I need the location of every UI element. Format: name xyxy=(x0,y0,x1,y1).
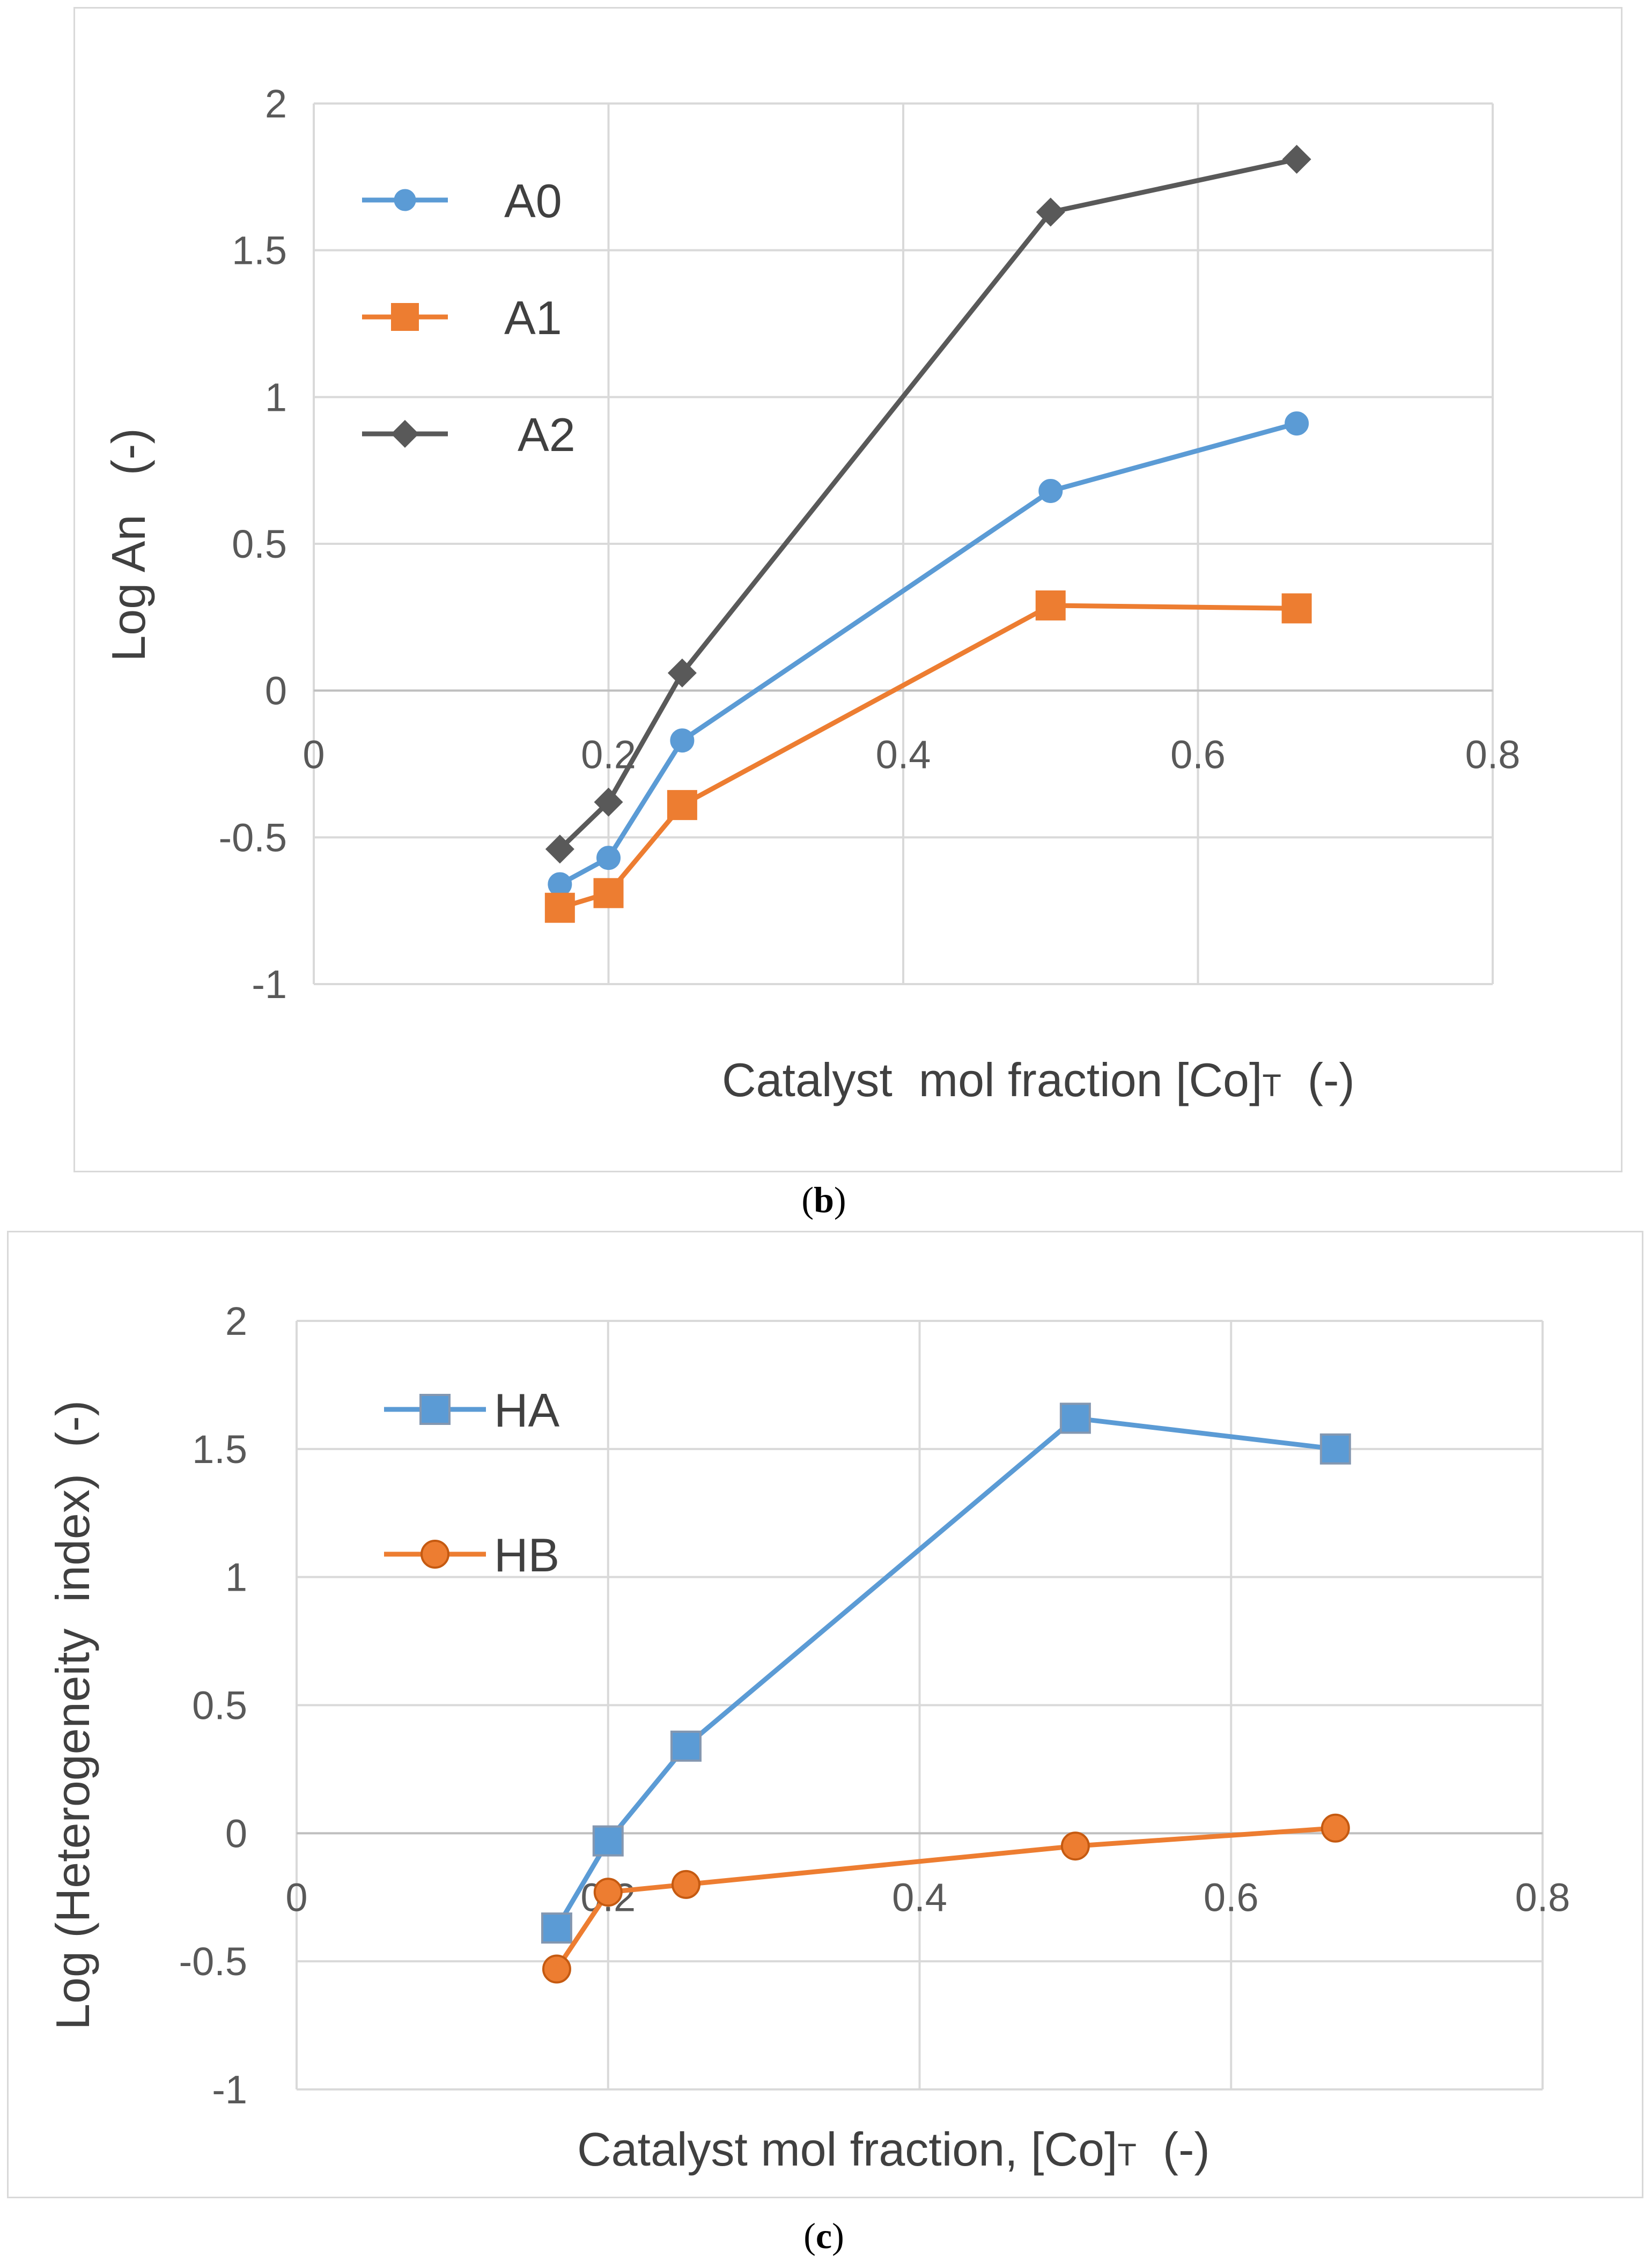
chart-b: -1-0.500.511.520 0.2 0.4 0.6 0.8A0A1A2Cataly… xyxy=(102,82,1521,1106)
chart-b-legend-marker-A2 xyxy=(391,420,419,448)
chart-c-x-tick-label: 0.8 xyxy=(1515,1875,1570,1919)
chart-c-point-HB xyxy=(542,1954,571,1984)
caption-b-close: ) xyxy=(834,1179,846,1220)
chart-b-legend-marker-A0 xyxy=(394,189,416,211)
caption-c-open: ( xyxy=(803,2215,816,2256)
chart-b-frame: -1 -0.5 0 0.5 1 1.5 2 0 0.2 0.4 0.6 0.8 A0 A1 A2 Cataly… xyxy=(73,7,1622,1172)
chart-c-point-HB xyxy=(593,1878,623,1907)
chart-b-point-A0 xyxy=(1038,478,1063,503)
chart-b-point-A1 xyxy=(1281,593,1312,624)
chart-c-series-HA xyxy=(541,1402,1351,1944)
chart-b-point-A1 xyxy=(667,790,697,821)
caption-c-close: ) xyxy=(832,2215,844,2256)
chart-c-legend: HA HB xyxy=(384,1384,560,1582)
chart-c-x-axis-title-main: Catalyst mol fraction, [Co] xyxy=(577,2123,1117,2176)
chart-b-series-A2 xyxy=(545,144,1311,864)
chart-c-x-tick-label: 0.6 xyxy=(1204,1875,1259,1919)
chart-c-y-tick-label: -0.5 xyxy=(179,1939,247,1984)
chart-b-y-tick-label: 2 xyxy=(265,82,287,126)
chart-c-line-HA xyxy=(555,1416,1336,1930)
chart-b-legend: A0 A1 A2 xyxy=(362,174,576,461)
chart-b-x-axis-title: Catalyst mol fraction [Co]T (-) xyxy=(722,1053,1355,1106)
chart-c-y-tick-label: 1.5 xyxy=(192,1427,247,1472)
chart-c-x-axis-title: Catalyst mol fraction, [Co]T (-) xyxy=(577,2123,1210,2176)
chart-b-y-tick-label: -0.5 xyxy=(218,815,287,860)
chart-b-y-tick-label: 0 xyxy=(265,669,287,713)
chart-b-point-A2 xyxy=(594,787,623,817)
chart-c-y-tick-label: 0 xyxy=(225,1811,247,1856)
chart-b-point-A0 xyxy=(596,846,621,870)
chart-c-point-HA xyxy=(670,1730,702,1762)
chart-b-point-A2 xyxy=(545,834,574,864)
chart-c-point-HA xyxy=(1059,1402,1091,1434)
chart-c-y-tick-label: 0.5 xyxy=(192,1683,247,1728)
chart-c-gridlines xyxy=(296,1320,1544,2090)
chart-b-x-axis-title-units: (-) xyxy=(1281,1053,1355,1106)
caption-b-open: ( xyxy=(801,1179,814,1220)
chart-b-point-A2 xyxy=(1036,197,1065,227)
chart-c-series-HB xyxy=(542,1813,1350,1984)
chart-c-legend-label-HA: HA xyxy=(494,1384,560,1437)
chart-c-frame: -1-0.500.511.5200.20.40.60.8HAHBCatalyst… xyxy=(7,1231,1643,2198)
chart-c-point-HA xyxy=(592,1825,624,1857)
chart-b-caption: (b) xyxy=(717,1179,931,1221)
chart-b-point-A0 xyxy=(1285,411,1309,436)
chart-b-y-tick-label: 1 xyxy=(265,375,287,419)
chart-b-legend-label-A0: A0 xyxy=(504,174,562,227)
chart-b-x-axis-title-main: Catalyst mol fraction [Co] xyxy=(722,1053,1262,1106)
chart-b-point-A2 xyxy=(1282,144,1311,174)
chart-c-point-HB xyxy=(671,1870,700,1899)
chart-c-y-tick-label: 2 xyxy=(225,1299,247,1343)
chart-b-series-A0 xyxy=(548,411,1309,897)
chart-b-x-tick-label: 0.4 xyxy=(876,733,931,777)
chart-b-point-A1 xyxy=(1035,590,1066,620)
chart-c-caption: (c) xyxy=(717,2215,931,2257)
chart-c-x-axis-title-sub: T xyxy=(1117,2138,1136,2173)
chart-c-x-tick-label: 0.4 xyxy=(892,1875,947,1919)
chart-b-y-tick-label: 1.5 xyxy=(232,228,287,273)
caption-c-letter: c xyxy=(815,2215,832,2256)
chart-b-x-tick-label: 0.8 xyxy=(1465,733,1521,777)
chart-b-x-tick-label: 0 xyxy=(303,733,324,777)
chart-b-y-tick-label: -1 xyxy=(252,962,287,1007)
chart-b-point-A2 xyxy=(667,658,697,688)
chart-b-point-A0 xyxy=(548,872,572,897)
chart-b-y-tick-label: 0.5 xyxy=(232,522,287,566)
chart-c-y-tick-label: 1 xyxy=(225,1555,247,1600)
chart-b-legend-label-A2: A2 xyxy=(518,408,576,461)
chart-b-legend-label-A1: A1 xyxy=(504,291,562,344)
chart-c-point-HB xyxy=(1321,1813,1350,1843)
chart-c-legend-label-HB: HB xyxy=(494,1528,559,1582)
caption-b-letter: b xyxy=(814,1179,834,1220)
chart-b-x-tick-label: 0.6 xyxy=(1170,733,1226,777)
chart-b-point-A1 xyxy=(544,892,575,923)
chart-b-series-A1 xyxy=(544,590,1312,923)
chart-c: -1-0.500.511.5200.20.40.60.8HAHBCatalyst… xyxy=(46,1299,1570,2176)
chart-b-y-axis-title: Log An (-) xyxy=(102,428,155,661)
chart-c-point-HA xyxy=(541,1912,572,1944)
chart-c-x-axis-title-units: (-) xyxy=(1137,2123,1210,2176)
chart-c-legend-marker-HB xyxy=(421,1540,449,1569)
chart-c-legend-marker-HA xyxy=(419,1394,451,1425)
chart-c-y-tick-label: -1 xyxy=(212,2067,247,2112)
chart-b-point-A0 xyxy=(670,728,695,753)
chart-c-point-HB xyxy=(1060,1831,1090,1861)
chart-b-point-A1 xyxy=(593,878,624,908)
chart-c-x-tick-label: 0 xyxy=(285,1875,307,1919)
chart-b-legend-marker-A1 xyxy=(391,303,419,331)
chart-c-point-HA xyxy=(1319,1433,1351,1465)
chart-b-gridlines xyxy=(313,102,1494,985)
chart-c-y-axis-title: Log (Heterogeneity index) (-) xyxy=(46,1400,99,2030)
chart-b-x-axis-title-sub: T xyxy=(1262,1068,1281,1103)
